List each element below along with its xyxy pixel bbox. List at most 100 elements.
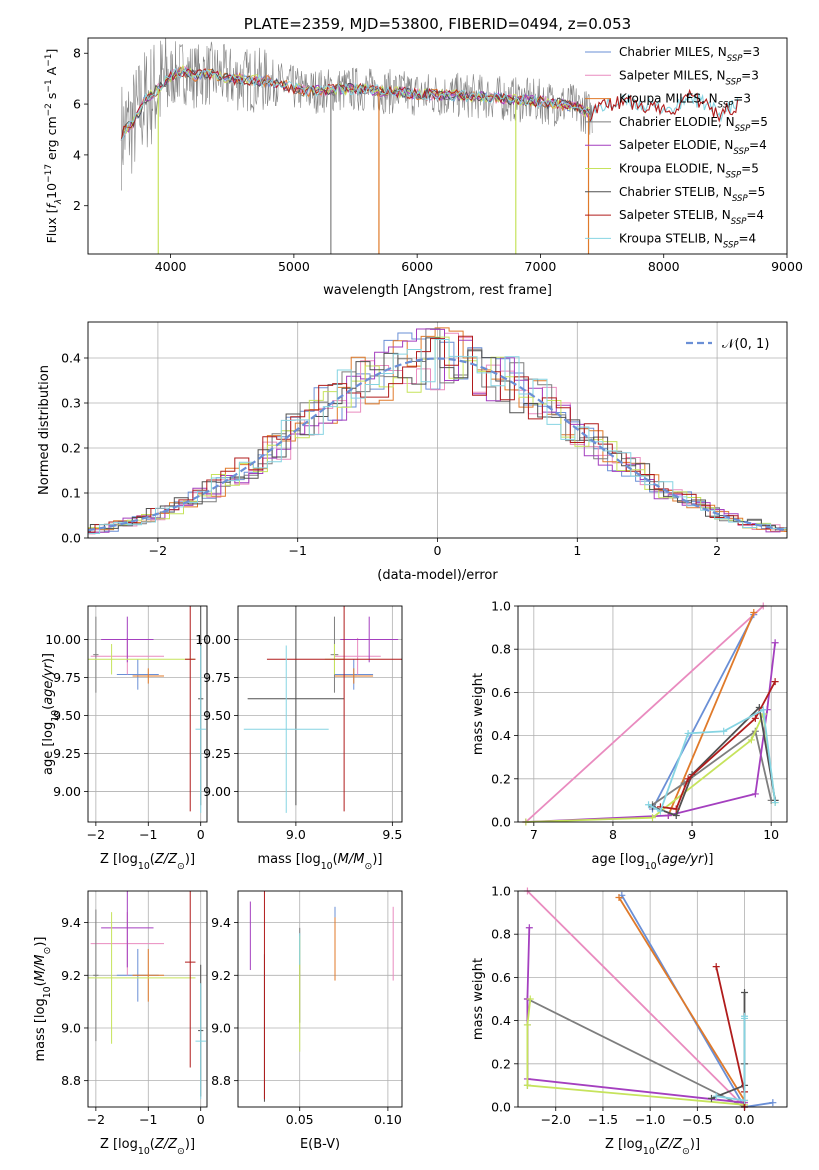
weight-line [525, 642, 776, 823]
weight-line [526, 998, 745, 1106]
y-tick-label: 0.4 [61, 351, 81, 366]
y-tick-label: 9.0 [211, 1020, 231, 1035]
plot-area [88, 606, 206, 813]
x-tick-label: 10 [763, 827, 779, 842]
x-tick-label: 0 [434, 543, 442, 558]
model-fit [120, 67, 591, 141]
y-tick-label: 0.0 [491, 1100, 511, 1115]
y-axis-label: Normed distribution [37, 365, 52, 495]
y-tick-label: 0.6 [491, 970, 511, 985]
axes-frame [517, 605, 788, 823]
axes-frame [87, 890, 208, 1108]
x-tick-label: 0 [197, 1112, 205, 1127]
x-tick-label: 9000 [771, 259, 803, 274]
legend-label: Salpeter MILES, NSSP=3 [619, 68, 759, 87]
weight-marker [747, 736, 755, 744]
y-tick-label: 0.0 [61, 531, 81, 546]
x-axis-label: mass [log10(M/M⊙)] [258, 852, 383, 872]
weight-marker [684, 729, 692, 737]
x-axis-label: Z [log10(Z/Z⊙)] [100, 852, 195, 872]
x-tick-label: 7000 [525, 259, 557, 274]
legend-label: Kroupa ELODIE, NSSP=5 [619, 162, 759, 181]
x-tick-label: −1.5 [588, 1112, 618, 1127]
chart-spectrum: 4000 5000 6000 7000 8000 9000 2 4 6 8 PLATE=2359, … [44, 15, 803, 298]
model-extension [589, 88, 739, 123]
y-axis-label: mass weight [471, 673, 486, 755]
x-tick-label: 8 [609, 827, 617, 842]
x-axis-label: Z [log10(Z/Z⊙)] [605, 1137, 700, 1157]
y-tick-label: 9.50 [53, 708, 81, 723]
legend-label: 𝒩(0, 1) [722, 337, 769, 352]
y-tick-label: 0.3 [61, 396, 81, 411]
axes-frame [237, 605, 403, 823]
x-tick-label: 1 [573, 543, 581, 558]
y-tick-label: 2 [73, 198, 81, 213]
y-tick-label: 0.6 [491, 685, 511, 700]
weight-marker [771, 799, 779, 807]
weight-marker [720, 727, 728, 735]
axes-frame [87, 321, 788, 539]
plot-area [243, 606, 402, 813]
x-axis-label: Z [log10(Z/Z⊙)] [100, 1137, 195, 1157]
x-axis-label: wavelength [Angstrom, rest frame] [323, 283, 552, 298]
x-tick-label: 6000 [401, 259, 433, 274]
weight-marker [750, 608, 758, 616]
weight-line [525, 605, 764, 823]
y-tick-label: 0.4 [491, 728, 511, 743]
y-tick-label: 0.8 [491, 927, 511, 942]
axes-frame [517, 890, 788, 1108]
x-tick-label: −2 [149, 543, 167, 558]
x-tick-label: 7 [530, 827, 538, 842]
chart-age-vs-mass: 9.0 9.5 9.00 9.25 9.50 9.75 10.00 mass [log10(M… [195, 605, 403, 872]
plot-area [522, 602, 779, 826]
weight-marker [645, 801, 653, 809]
y-axis-label: Flux [fλ10−17 erg cm−2 s−1 A−1] [44, 49, 64, 244]
weight-marker [741, 1012, 749, 1020]
chart-age-vs-Z: −2 −1 0 9.00 9.25 9.50 9.75 10.00 Z [log10(Z/Z⊙)… [41, 605, 208, 872]
weight-marker [523, 1021, 531, 1029]
plot-area [88, 891, 206, 1100]
y-tick-label: 0.2 [491, 1056, 511, 1071]
x-tick-label: 9.5 [382, 827, 402, 842]
y-tick-label: 9.4 [61, 915, 81, 930]
x-tick-label: 5000 [278, 259, 310, 274]
chart-mass-vs-ebv: 0.05 0.10 8.8 9.0 9.2 9.4 E(B-V) [211, 890, 403, 1152]
legend-label: Chabrier ELODIE, NSSP=5 [619, 115, 768, 134]
residual-histogram [88, 337, 787, 532]
y-tick-label: 9.00 [203, 784, 231, 799]
x-tick-label: 0.05 [286, 1112, 314, 1127]
weight-marker [759, 706, 767, 714]
x-axis-label: E(B-V) [300, 1137, 340, 1152]
y-tick-label: 9.2 [61, 968, 81, 983]
x-tick-label: −1.0 [635, 1112, 665, 1127]
y-tick-label: 9.25 [53, 746, 81, 761]
normal-curve [88, 357, 787, 532]
x-tick-label: −1 [139, 1112, 157, 1127]
weight-marker [672, 812, 680, 820]
residual-histogram [88, 335, 787, 533]
weight-marker [523, 1081, 531, 1089]
y-tick-label: 8 [73, 46, 81, 61]
y-tick-label: 0.0 [491, 815, 511, 830]
weight-marker [615, 893, 623, 901]
plot-area [88, 327, 787, 535]
legend-label: Salpeter ELODIE, NSSP=4 [619, 138, 767, 157]
y-tick-label: 10.00 [195, 632, 231, 647]
y-tick-label: 4 [73, 147, 81, 162]
y-axis-label: age [log10(age/yr)] [41, 653, 61, 775]
x-tick-label: −2 [87, 827, 105, 842]
y-tick-label: 9.00 [53, 784, 81, 799]
plot-area [120, 38, 739, 254]
weight-marker [741, 1097, 749, 1105]
weight-line [715, 966, 746, 1107]
x-tick-label: −1 [139, 827, 157, 842]
x-tick-label: 2 [713, 543, 721, 558]
x-tick-label: −2 [87, 1112, 105, 1127]
weight-marker [525, 924, 533, 932]
y-tick-label: 9.75 [53, 670, 81, 685]
y-tick-label: 9.25 [203, 746, 231, 761]
y-tick-label: 0.2 [61, 441, 81, 456]
x-axis-label: (data-model)/error [377, 568, 498, 583]
chart-title: PLATE=2359, MJD=53800, FIBERID=0494, z=0… [244, 15, 631, 33]
y-tick-label: 9.4 [211, 915, 231, 930]
